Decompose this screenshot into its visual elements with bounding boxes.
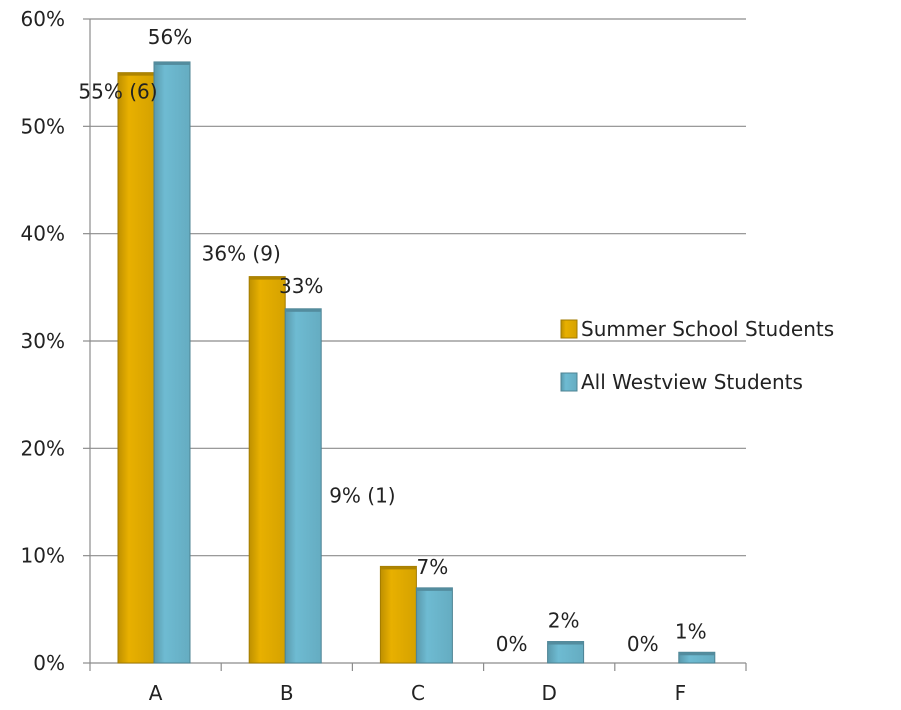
bar-top-edge <box>118 72 154 76</box>
bar <box>547 641 585 664</box>
y-axis-tick-labels: 0% 10% 20% 30% 40% 50% 60% <box>21 7 65 675</box>
y-tick-label: 0% <box>33 651 65 675</box>
y-tick-label: 40% <box>21 222 65 246</box>
bar <box>379 565 417 664</box>
x-tick-label: C <box>411 681 425 705</box>
gridlines <box>90 18 746 557</box>
data-label: 2% <box>548 609 580 633</box>
data-label: 56% <box>148 25 192 49</box>
legend-label: Summer School Students <box>581 317 834 341</box>
y-tick-label: 10% <box>21 544 65 568</box>
bar-top-edge <box>416 587 453 591</box>
data-label: 0% <box>627 632 659 656</box>
x-tick-label: A <box>149 681 163 705</box>
bar-top-edge <box>380 566 417 570</box>
bar <box>153 61 191 664</box>
y-tick-label: 50% <box>21 114 65 138</box>
bar-top-edge <box>249 276 286 280</box>
bar <box>415 587 453 664</box>
data-labels: 55% (6) 36% (9) 9% (1) 0% 0% 56% 33% 7% 2% 1% <box>78 25 706 656</box>
bar <box>284 308 322 664</box>
legend-swatch <box>560 372 578 392</box>
x-tick-label: F <box>675 681 687 705</box>
bar <box>248 276 286 664</box>
data-label: 36% (9) <box>202 242 281 266</box>
x-tick-label: D <box>541 681 556 705</box>
x-tick-label: B <box>280 681 294 705</box>
data-label: 7% <box>417 555 449 579</box>
y-tick-label: 20% <box>21 436 65 460</box>
data-label: 1% <box>675 619 707 643</box>
bar <box>117 72 155 664</box>
bar-top-edge <box>547 641 584 645</box>
data-label: 33% <box>279 274 323 298</box>
data-label: 55% (6) <box>78 80 157 104</box>
y-tick-label: 60% <box>21 7 65 31</box>
legend-label: All Westview Students <box>581 370 803 394</box>
bar-top-edge <box>154 61 190 65</box>
bar-top-edge <box>285 308 322 312</box>
bar-top-edge <box>678 652 715 656</box>
legend-swatch <box>560 319 578 339</box>
legend: Summer School Students All Westview Stude… <box>560 317 834 394</box>
data-label: 9% (1) <box>329 483 395 507</box>
y-tick-label: 30% <box>21 329 65 353</box>
data-label: 0% <box>496 632 528 656</box>
bars <box>117 61 716 664</box>
